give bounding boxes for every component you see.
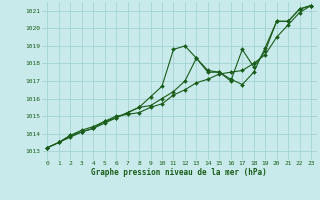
X-axis label: Graphe pression niveau de la mer (hPa): Graphe pression niveau de la mer (hPa) (91, 168, 267, 177)
